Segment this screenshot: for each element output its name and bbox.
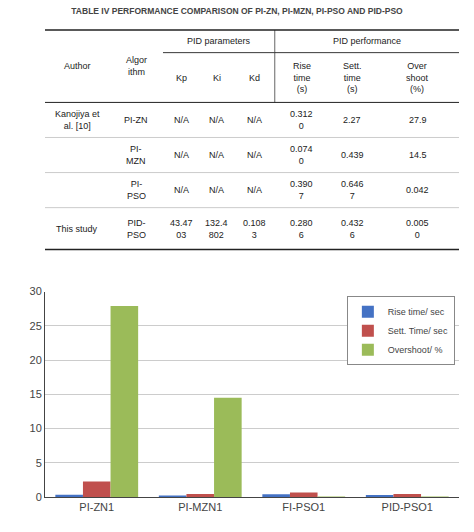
svg-text:PID parameters: PID parameters bbox=[187, 36, 251, 46]
svg-text:This study: This study bbox=[56, 224, 98, 234]
svg-text:PI-MZN1: PI-MZN1 bbox=[178, 501, 222, 513]
svg-text:Rise time/ sec: Rise time/ sec bbox=[388, 307, 445, 317]
svg-text:0.0740: 0.0740 bbox=[290, 144, 313, 166]
svg-text:132.4802: 132.4802 bbox=[205, 218, 228, 240]
svg-text:FI-PSO1: FI-PSO1 bbox=[282, 501, 325, 513]
svg-text:Ki: Ki bbox=[213, 73, 221, 83]
svg-text:N/A: N/A bbox=[247, 150, 262, 160]
svg-text:TABLE IV PERFORMANCE COMPARISO: TABLE IV PERFORMANCE COMPARISON OF PI-ZN… bbox=[71, 6, 403, 16]
svg-text:N/A: N/A bbox=[209, 150, 224, 160]
svg-text:27.9: 27.9 bbox=[409, 115, 427, 125]
svg-text:20: 20 bbox=[30, 354, 42, 366]
svg-text:14.5: 14.5 bbox=[409, 150, 427, 160]
svg-text:PID performance: PID performance bbox=[333, 36, 401, 46]
svg-text:Sett.time(s): Sett.time(s) bbox=[343, 61, 362, 94]
svg-text:0.1083: 0.1083 bbox=[243, 218, 266, 240]
svg-text:PI-MZN: PI-MZN bbox=[126, 144, 146, 166]
svg-text:0.439: 0.439 bbox=[341, 150, 364, 160]
svg-text:Kanojiya etal. [10]: Kanojiya etal. [10] bbox=[55, 109, 100, 131]
svg-text:15: 15 bbox=[30, 388, 42, 400]
svg-text:0.3907: 0.3907 bbox=[290, 179, 313, 201]
svg-text:N/A: N/A bbox=[174, 115, 189, 125]
svg-text:PID-PSO1: PID-PSO1 bbox=[382, 501, 433, 513]
svg-text:30: 30 bbox=[30, 285, 42, 297]
svg-text:N/A: N/A bbox=[247, 115, 262, 125]
svg-text:N/A: N/A bbox=[247, 185, 262, 195]
svg-text:25: 25 bbox=[30, 320, 42, 332]
svg-text:Overshoot(%): Overshoot(%) bbox=[406, 61, 429, 94]
svg-text:Risetime(s): Risetime(s) bbox=[293, 61, 311, 94]
svg-text:0.6467: 0.6467 bbox=[341, 179, 364, 201]
svg-text:Kp: Kp bbox=[176, 73, 187, 83]
svg-text:43.4703: 43.4703 bbox=[170, 218, 193, 240]
svg-text:0.0050: 0.0050 bbox=[406, 218, 429, 240]
svg-text:2.27: 2.27 bbox=[343, 115, 361, 125]
svg-text:Overshoot/ %: Overshoot/ % bbox=[388, 345, 443, 355]
svg-text:N/A: N/A bbox=[174, 150, 189, 160]
svg-text:PI-PSO: PI-PSO bbox=[127, 179, 146, 201]
svg-text:N/A: N/A bbox=[174, 185, 189, 195]
svg-text:N/A: N/A bbox=[209, 185, 224, 195]
svg-text:10: 10 bbox=[30, 422, 42, 434]
svg-text:0.042: 0.042 bbox=[406, 185, 429, 195]
svg-text:Sett. Time/ sec: Sett. Time/ sec bbox=[388, 326, 448, 336]
svg-text:Kd: Kd bbox=[249, 73, 260, 83]
svg-text:PI-ZN: PI-ZN bbox=[124, 115, 148, 125]
svg-text:5: 5 bbox=[36, 457, 42, 469]
svg-text:Author: Author bbox=[64, 61, 91, 71]
svg-text:0: 0 bbox=[36, 491, 42, 503]
svg-text:0.2806: 0.2806 bbox=[290, 218, 313, 240]
svg-text:PI-ZN1: PI-ZN1 bbox=[79, 501, 114, 513]
svg-text:N/A: N/A bbox=[209, 115, 224, 125]
svg-text:0.3120: 0.3120 bbox=[290, 109, 313, 131]
svg-text:Algorithm: Algorithm bbox=[126, 55, 147, 77]
svg-text:PID-PSO: PID-PSO bbox=[127, 218, 146, 240]
svg-text:0.4326: 0.4326 bbox=[341, 218, 364, 240]
